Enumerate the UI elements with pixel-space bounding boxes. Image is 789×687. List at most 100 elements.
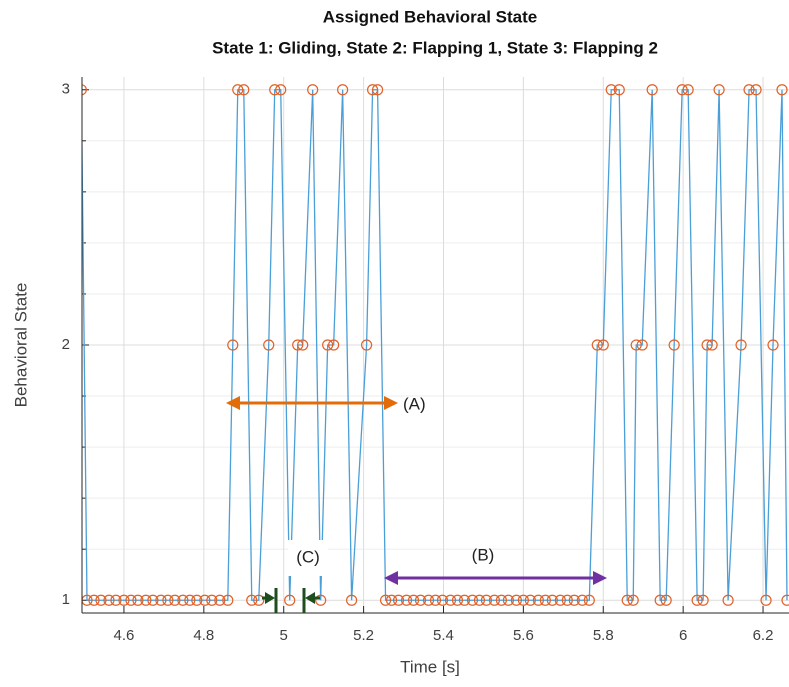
label-background (288, 540, 328, 576)
data-point (199, 594, 211, 606)
data-point (414, 594, 427, 606)
data-point (263, 339, 275, 351)
data-point (366, 84, 379, 96)
data-point (517, 594, 529, 606)
data-point (82, 594, 93, 606)
data-point (155, 594, 167, 606)
data-point (621, 594, 633, 606)
x-tick-label: 6 (679, 627, 687, 644)
data-point (676, 84, 688, 96)
data-point (177, 594, 189, 606)
data-point (227, 339, 239, 351)
data-point (328, 339, 340, 351)
data-point (422, 594, 435, 606)
data-point (713, 84, 725, 96)
x-tick-label: 5.6 (513, 627, 534, 644)
data-point (222, 594, 234, 606)
x-tick-label: 5.8 (593, 627, 614, 644)
data-point (88, 594, 100, 606)
data-point (400, 594, 413, 606)
arrowhead (593, 571, 607, 585)
arrowhead (305, 592, 315, 604)
data-point (524, 594, 536, 606)
data-point (613, 84, 625, 96)
data-point (82, 84, 87, 96)
data-point (385, 594, 398, 606)
data-point (322, 339, 334, 351)
data-point (284, 594, 296, 606)
data-point (488, 594, 501, 606)
data-point (103, 594, 115, 606)
data-point (392, 594, 405, 606)
data-point (407, 594, 420, 606)
data-point (371, 84, 384, 96)
data-point (510, 594, 522, 606)
data-point (735, 339, 747, 351)
data-point (568, 594, 580, 606)
chart-title: Assigned Behavioral State (323, 7, 537, 26)
data-point (668, 339, 680, 351)
data-point (591, 339, 603, 351)
annotations: (A) (B) (C) (226, 394, 607, 613)
data-point (451, 594, 464, 606)
data-point (95, 594, 107, 606)
data-point (473, 594, 486, 606)
data-point (232, 84, 244, 96)
data-point (722, 594, 734, 606)
data-point (576, 594, 588, 606)
data-point (627, 594, 639, 606)
data-point (760, 594, 772, 606)
data-point (169, 594, 181, 606)
data-point (654, 594, 666, 606)
data-point (191, 594, 203, 606)
data-point (776, 84, 788, 96)
data-point (630, 339, 642, 351)
plot-area (82, 84, 789, 606)
data-point (697, 594, 709, 606)
data-point (206, 594, 218, 606)
x-tick-label: 5.2 (353, 627, 374, 644)
x-tick-label: 5 (280, 627, 288, 644)
data-point (360, 339, 373, 351)
y-axis-label: Behavioral State (11, 283, 30, 408)
data-point (436, 594, 449, 606)
annotation-label: (C) (296, 547, 320, 566)
arrowhead (384, 571, 398, 585)
data-point (140, 594, 152, 606)
data-point (691, 594, 703, 606)
data-point (292, 339, 304, 351)
y-tick-label: 1 (62, 591, 70, 608)
chart-subtitle: State 1: Gliding, State 2: Flapping 1, S… (212, 38, 658, 57)
arrowhead (265, 592, 275, 604)
data-point (660, 594, 672, 606)
data-point (132, 594, 144, 606)
data-point (583, 594, 595, 606)
data-point (495, 594, 508, 606)
data-point (743, 84, 755, 96)
data-point (110, 594, 122, 606)
data-point (444, 594, 457, 606)
arrowhead (226, 396, 240, 410)
data-point (162, 594, 174, 606)
data-point (480, 594, 493, 606)
data-point (297, 339, 309, 351)
data-point (118, 594, 130, 606)
x-tick-label: 4.6 (114, 627, 135, 644)
data-point (429, 594, 442, 606)
x-tick-label: 6.2 (753, 627, 774, 644)
data-point (682, 84, 694, 96)
data-point (269, 84, 281, 96)
data-point (539, 594, 551, 606)
data-point (315, 594, 327, 606)
data-point (379, 594, 392, 606)
data-point (346, 594, 358, 606)
grid (82, 77, 789, 613)
data-point (706, 339, 718, 351)
y-tick-label: 3 (62, 81, 70, 98)
data-point (561, 594, 573, 606)
data-point (546, 594, 558, 606)
data-point (466, 594, 479, 606)
data-point (605, 84, 617, 96)
annotation-label: (A) (403, 394, 426, 413)
